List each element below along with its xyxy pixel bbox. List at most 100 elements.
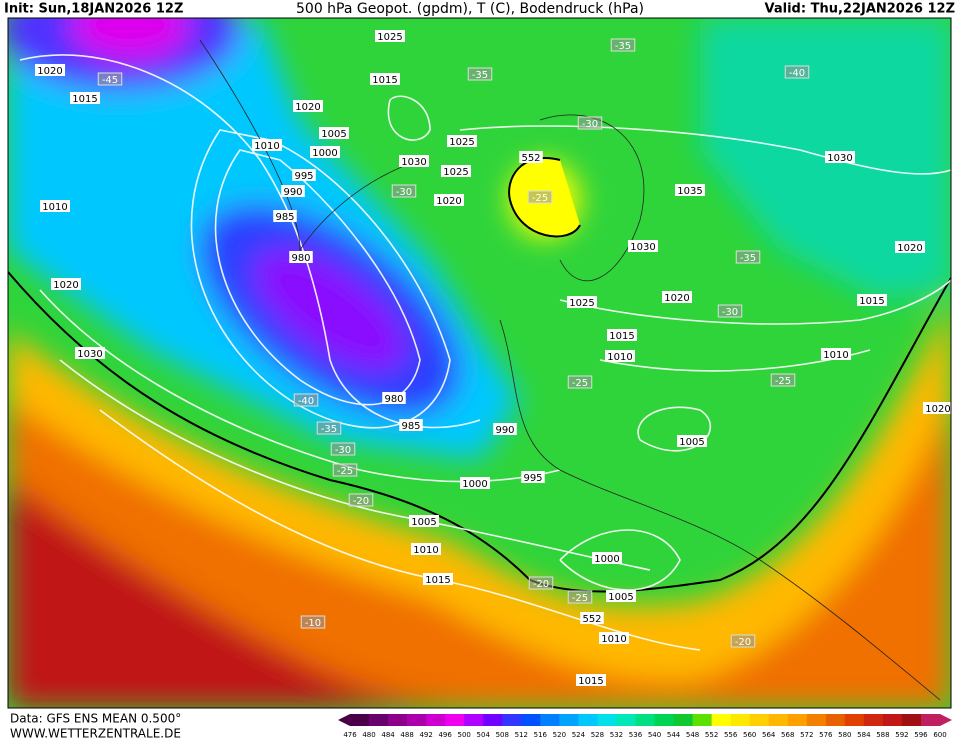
temp-label: -25 [572,378,588,389]
isobar-label: 1000 [462,479,487,490]
legend-label: 532 [610,731,623,739]
isobar-label: 1025 [569,298,594,309]
isobar-label: 1020 [37,66,62,77]
isobar-label-box [923,402,951,414]
legend-label: 476 [343,731,357,739]
isobar-label: 1010 [823,350,848,361]
temp-label: -20 [353,496,369,507]
isobar-label-box [580,612,604,624]
isobar-label-box [409,515,439,527]
isobar-label: 1010 [601,634,626,645]
temp-label: -20 [735,637,751,648]
temp-label-box [348,493,374,507]
legend-swatch [388,714,408,726]
legend-swatch [521,714,541,726]
legend-label: 576 [819,731,833,739]
temp-label-box [391,184,417,198]
temp-label: -35 [615,41,631,52]
temp-label: -25 [337,466,353,477]
isobar-label: 985 [275,212,294,223]
isobar-label: 552 [521,153,540,164]
temp-label-box [332,463,358,477]
isobar-label-box [607,329,637,341]
isobar-label: 1000 [594,554,619,565]
isobar-label: 1025 [377,32,402,43]
isobar-label: 1030 [401,157,426,168]
legend-label: 512 [515,731,528,739]
isobar-label: 980 [384,394,403,405]
legend-swatch [768,714,789,726]
legend-label: 552 [705,731,718,739]
legend-label: 600 [933,731,946,739]
field [70,18,190,60]
isobar-label: 1015 [72,94,97,105]
legend-swatch [825,714,846,726]
legend-label: 580 [838,731,851,739]
legend-swatch [578,714,598,726]
temp-label-box [293,393,319,407]
legend-label: 536 [629,731,643,739]
temp-label: -35 [321,424,337,435]
isobar-label-box [576,674,606,686]
isobar-label-box [252,139,282,151]
isobar-label-box [605,350,635,362]
isobar-label: 1010 [254,141,279,152]
color-legend: 476 480 484 488 492 496 500 504 508 512 516 520 524 5… [338,714,952,739]
isobar-label: 980 [291,253,310,264]
legend-label: 568 [781,731,794,739]
isobar-label: 1010 [42,202,67,213]
isobar-label-box [825,151,855,163]
legend-swatch [673,714,694,726]
legend-swatch [597,714,617,726]
isobar-label: 1010 [413,545,438,556]
legend-label: 540 [648,731,661,739]
isobar-label: 1015 [372,75,397,86]
isobar-label: 1025 [449,137,474,148]
legend-label: 556 [724,731,738,739]
legend-swatch [692,714,713,726]
legend-label: 588 [876,731,889,739]
isobar-label-box [606,590,636,602]
isobar-label-box [677,435,707,447]
temp-label: -25 [572,593,588,604]
legend-label: 504 [477,731,491,739]
legend-label: 480 [362,731,375,739]
legend-swatch [654,714,675,726]
temp-label: -30 [722,307,738,318]
temp-label-box [577,116,603,130]
legend-label: 492 [419,731,432,739]
field [8,480,500,708]
isobar-label-box [293,100,323,112]
legend-label: 548 [686,731,699,739]
temp-label-box [610,38,636,52]
isobar-label-box [628,240,658,252]
temp-label: -45 [102,75,118,86]
legend-label: 496 [438,731,452,739]
legend-swatch [350,714,370,726]
valid-time: Valid: Thu,22JAN2026 12Z [765,2,955,17]
temp-label-box [300,615,326,629]
temp-label: -30 [582,119,598,130]
isobar-label-box [281,185,305,197]
field [252,248,408,372]
legend-swatch [730,714,751,726]
legend-swatch [369,714,389,726]
legend-label: 524 [572,731,586,739]
temp-label-box [467,67,493,81]
legend-swatch [616,714,636,726]
isobar-label-box [519,151,543,163]
isobar-label: 1005 [679,437,704,448]
legend-label: 528 [591,731,604,739]
legend-label: 488 [400,731,413,739]
legend-label: 508 [496,731,509,739]
isobar-label: 1015 [609,331,634,342]
temp-label: -30 [396,187,412,198]
isobar-label-box [292,169,316,181]
legend-arrow-left [338,714,350,726]
legend-label: 572 [800,731,813,739]
temp-label: -25 [532,193,548,204]
temp-label: -10 [305,618,321,629]
legend-label: 544 [667,731,681,739]
legend-swatch [920,714,941,726]
